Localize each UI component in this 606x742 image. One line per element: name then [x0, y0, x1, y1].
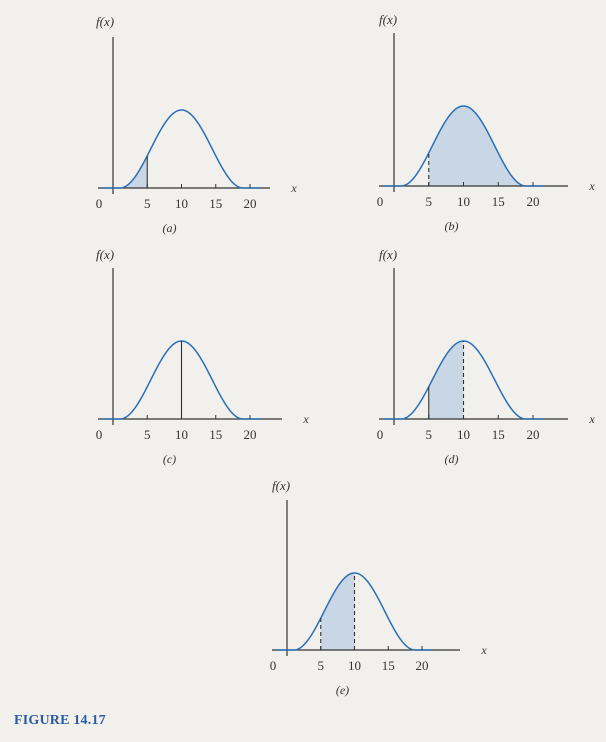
x-tick-label: 10: [175, 196, 188, 211]
y-axis-label: f(x): [379, 12, 397, 27]
x-tick-label: 15: [209, 196, 222, 211]
x-tick-label: 20: [244, 196, 257, 211]
x-tick-label: 15: [382, 658, 395, 673]
panel-caption: (c): [163, 452, 176, 466]
shaded-region: [119, 155, 148, 188]
panel-caption: (a): [163, 221, 177, 235]
density-curve: [276, 572, 433, 651]
panel-caption: (d): [445, 452, 459, 466]
origin-label: 0: [96, 196, 103, 211]
shaded-region: [320, 573, 355, 650]
density-curve: [102, 109, 261, 189]
y-axis-label: f(x): [272, 478, 290, 493]
x-axis-label: x: [588, 179, 595, 193]
x-tick-label: 10: [175, 427, 188, 442]
y-axis-label: f(x): [379, 247, 397, 262]
x-axis-label: x: [290, 181, 297, 195]
x-axis-label: x: [480, 643, 487, 657]
panel-caption: (e): [336, 683, 349, 697]
plot-panel-d: 5 10 15 20 0 x f(x) (d): [377, 247, 596, 466]
x-tick-label: 5: [144, 196, 151, 211]
x-tick-label: 15: [492, 427, 505, 442]
density-curve: [383, 105, 544, 187]
x-tick-label: 10: [348, 658, 361, 673]
origin-label: 0: [270, 658, 277, 673]
x-tick-label: 5: [318, 658, 325, 673]
x-axis-label: x: [588, 412, 595, 426]
shaded-region: [428, 341, 464, 419]
shaded-region: [428, 106, 527, 186]
x-axis-label: x: [302, 412, 309, 426]
x-tick-label: 20: [244, 427, 257, 442]
x-tick-label: 15: [209, 427, 222, 442]
x-tick-label: 20: [416, 658, 429, 673]
x-tick-label: 15: [492, 194, 505, 209]
origin-label: 0: [377, 194, 384, 209]
y-axis-label: f(x): [96, 14, 114, 29]
figure-caption: FIGURE 14.17: [14, 713, 106, 728]
plot-panel-e: 5 10 15 20 0 x f(x) (e): [270, 478, 488, 697]
x-tick-label: 10: [457, 194, 470, 209]
plot-panel-a: 5 10 15 20 0 x f(x) (a): [96, 14, 298, 235]
x-tick-label: 20: [527, 427, 540, 442]
y-axis-label: f(x): [96, 247, 114, 262]
x-tick-label: 10: [457, 427, 470, 442]
plot-panel-b: 5 10 15 20 0 x f(x) (b): [377, 12, 596, 233]
origin-label: 0: [377, 427, 384, 442]
x-tick-label: 20: [527, 194, 540, 209]
x-tick-label: 5: [426, 427, 433, 442]
x-tick-label: 5: [426, 194, 433, 209]
panel-caption: (b): [445, 219, 459, 233]
x-tick-label: 5: [144, 427, 151, 442]
plot-panel-c: 5 10 15 20 0 x f(x) (c): [96, 247, 310, 466]
origin-label: 0: [96, 427, 103, 442]
